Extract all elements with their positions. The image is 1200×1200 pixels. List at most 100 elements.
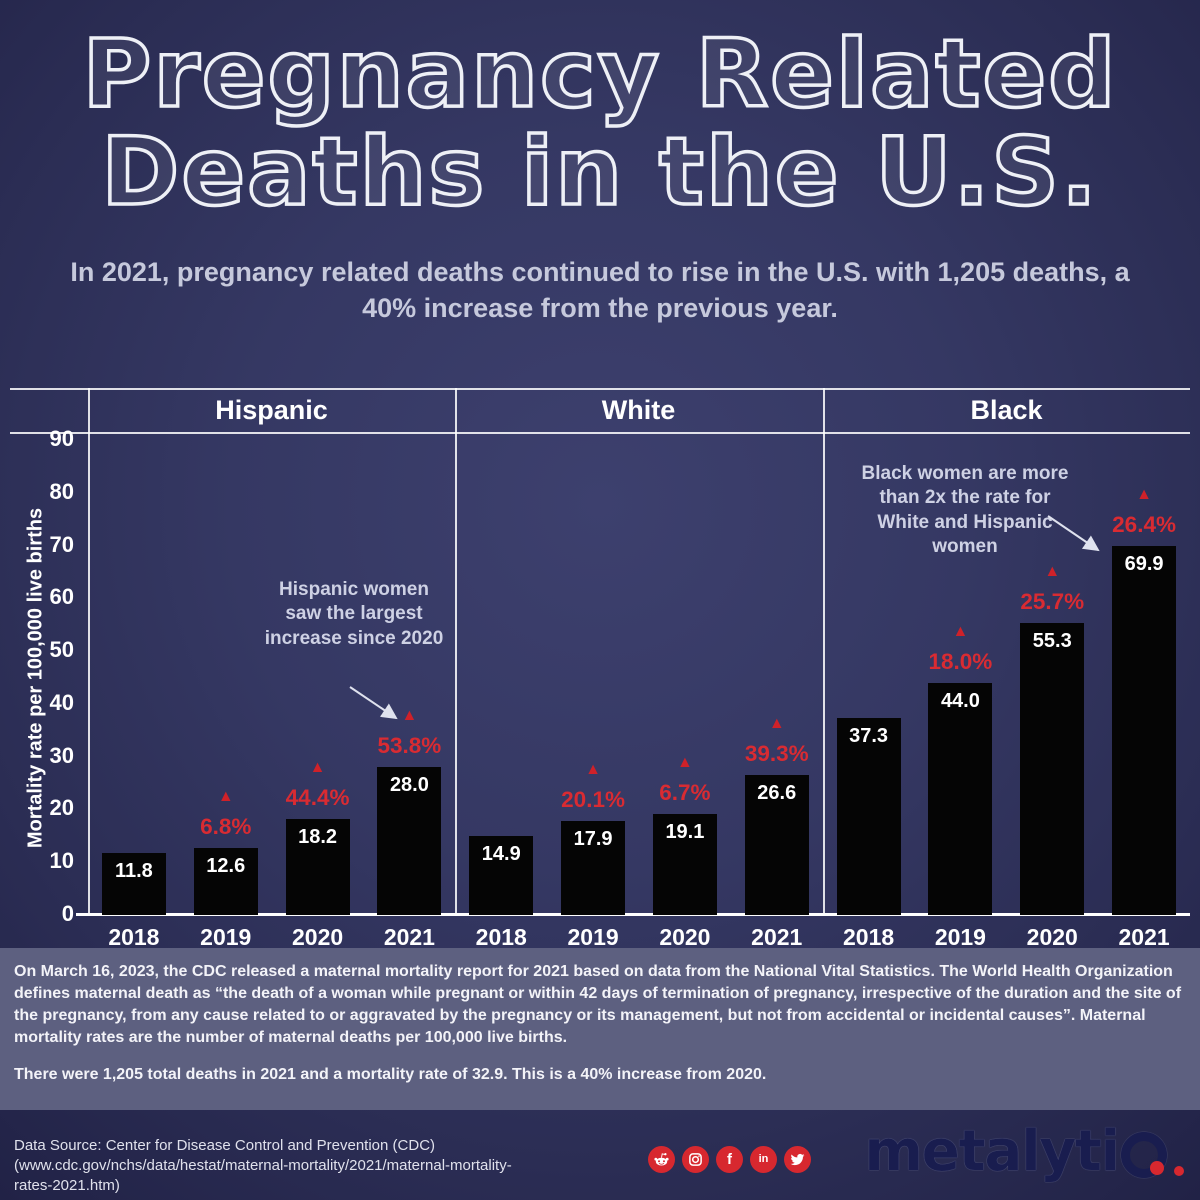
pct-increase-white-2019: 20.1% (561, 787, 625, 812)
x-tick-label-black-2018: 2018 (842, 924, 895, 950)
increase-triangle-icon: ▲ (768, 715, 785, 732)
group-header-hispanic: Hispanic (215, 395, 328, 425)
bar-white-2018 (469, 836, 534, 915)
logo-q-tail-dot (1150, 1161, 1164, 1175)
bar-value-hispanic-2018: 11.8 (114, 860, 153, 882)
y-tick-label-50: 50 (49, 637, 74, 663)
bar-white-2019 (561, 821, 626, 915)
pct-increase-hispanic-2021: 53.8% (377, 733, 442, 758)
bar-hispanic-2019 (193, 848, 258, 915)
y-tick-label-90: 90 (49, 426, 74, 451)
linkedin-icon[interactable]: in (750, 1146, 777, 1173)
x-tick-label-black-2021: 2021 (1118, 924, 1170, 950)
y-tick-label-80: 80 (49, 478, 74, 504)
subtitle: In 2021, pregnancy related deaths contin… (70, 257, 1130, 324)
chart-top-border (10, 388, 1190, 390)
bar-hispanic-2020 (285, 819, 350, 915)
data-source-line3[interactable]: rates-2021.htm) (14, 1176, 120, 1194)
x-tick-label-black-2020: 2020 (1026, 924, 1078, 950)
bar-chart: Hispanic White Black Mortality rate per … (10, 388, 1190, 950)
increase-triangle-icon: ▲ (952, 623, 969, 640)
y-tick-label-10: 10 (49, 848, 74, 874)
bar-white-2021 (744, 775, 809, 915)
annotation-black: Black women are more than 2x the rate fo… (861, 463, 1069, 557)
x-tick-label-black-2019: 2019 (934, 924, 986, 950)
x-axis-line (76, 913, 1190, 916)
annotation-arrow-black (1047, 515, 1100, 552)
pct-increase-hispanic-2020: 44.4% (285, 785, 350, 810)
bar-value-hispanic-2021: 28.0 (389, 774, 429, 796)
bar-value-black-2020: 55.3 (1032, 630, 1072, 652)
page-title: Pregnancy Related Deaths in the U.S. (0, 20, 1200, 227)
annotation-arrow-hispanic (349, 686, 398, 720)
x-tick-label-white-2018: 2018 (475, 924, 527, 950)
instagram-icon[interactable] (682, 1146, 709, 1173)
group-header-black: Black (970, 395, 1043, 425)
increase-triangle-icon: ▲ (1136, 486, 1152, 503)
pct-increase-black-2019: 18.0% (928, 649, 993, 674)
pct-increase-hispanic-2019: 6.8% (200, 814, 252, 839)
page-title-line2: Deaths in the U.S. (100, 117, 1099, 227)
increase-triangle-icon: ▲ (585, 761, 601, 778)
data-source-line2[interactable]: (www.cdc.gov/nchs/data/hestat/maternal-m… (14, 1156, 512, 1174)
pct-increase-black-2021: 26.4% (1112, 512, 1176, 537)
note-paragraph-1: On March 16, 2023, the CDC released a ma… (14, 963, 1182, 1047)
increase-triangle-icon: ▲ (401, 707, 418, 724)
footer-notes: On March 16, 2023, the CDC released a ma… (0, 948, 1200, 1110)
data-source-line1: Data Source: Center for Disease Control … (14, 1137, 436, 1154)
bar-value-black-2021: 69.9 (1124, 553, 1164, 575)
x-tick-label-white-2019: 2019 (567, 924, 619, 950)
twitter-icon[interactable] (784, 1146, 811, 1173)
bar-value-white-2021: 26.6 (757, 782, 797, 804)
bar-hispanic-2021 (377, 767, 442, 915)
increase-triangle-icon: ▲ (1044, 563, 1061, 580)
x-tick-label-white-2021: 2021 (751, 924, 803, 950)
increase-triangle-icon: ▲ (309, 759, 326, 776)
increase-triangle-icon: ▲ (676, 754, 693, 771)
x-tick-label-hispanic-2020: 2020 (291, 924, 344, 950)
pct-increase-white-2021: 39.3% (744, 741, 809, 766)
bar-value-black-2019: 44.0 (940, 690, 980, 712)
y-tick-label-70: 70 (49, 531, 74, 557)
bar-hispanic-2018 (101, 853, 166, 915)
panel-divider-white-black (823, 388, 825, 915)
logo-wordmark: metalyti (864, 1119, 1120, 1184)
bar-value-white-2019: 17.9 (573, 828, 613, 850)
x-tick-label-hispanic-2018: 2018 (108, 924, 160, 950)
page-title-line1: Pregnancy Related (81, 20, 1118, 129)
annotation-hispanic: Hispanic women saw the largest increase … (264, 579, 444, 649)
logo-period-dot (1174, 1166, 1184, 1176)
facebook-icon[interactable]: f (716, 1146, 743, 1173)
logo-q-icon (1121, 1132, 1167, 1178)
x-tick-label-hispanic-2021: 2021 (383, 924, 435, 950)
pct-increase-black-2020: 25.7% (1020, 589, 1085, 614)
increase-triangle-icon: ▲ (217, 788, 234, 805)
bar-black-2018 (836, 718, 901, 915)
bar-black-2019 (928, 683, 993, 915)
bar-value-hispanic-2020: 18.2 (298, 826, 338, 848)
reddit-icon[interactable] (648, 1146, 675, 1173)
panel-divider-hispanic-white (455, 388, 457, 915)
y-tick-label-40: 40 (49, 689, 74, 715)
bar-white-2020 (652, 814, 717, 915)
pct-increase-white-2020: 6.7% (659, 780, 711, 805)
note-paragraph-2: There were 1,205 total deaths in 2021 an… (14, 1066, 767, 1084)
panel-divider-left (88, 388, 90, 915)
bar-black-2020 (1020, 623, 1085, 915)
y-tick-label-20: 20 (49, 795, 74, 821)
y-tick-label-60: 60 (49, 584, 74, 610)
group-header-white: White (601, 395, 676, 425)
y-tick-label-0: 0 (61, 901, 74, 926)
social-icons: f in (648, 1146, 811, 1173)
bar-value-hispanic-2019: 12.6 (206, 855, 246, 877)
data-source: Data Source: Center for Disease Control … (14, 1136, 634, 1195)
bar-value-white-2018: 14.9 (481, 843, 521, 865)
y-tick-label-30: 30 (49, 742, 74, 768)
x-tick-label-hispanic-2019: 2019 (200, 924, 252, 950)
bar-value-black-2018: 37.3 (849, 725, 889, 747)
y-axis-title: Mortality rate per 100,000 live births (24, 507, 47, 849)
x-tick-label-white-2020: 2020 (659, 924, 711, 950)
bar-value-white-2020: 19.1 (665, 821, 705, 843)
bar-black-2021 (1112, 546, 1177, 915)
